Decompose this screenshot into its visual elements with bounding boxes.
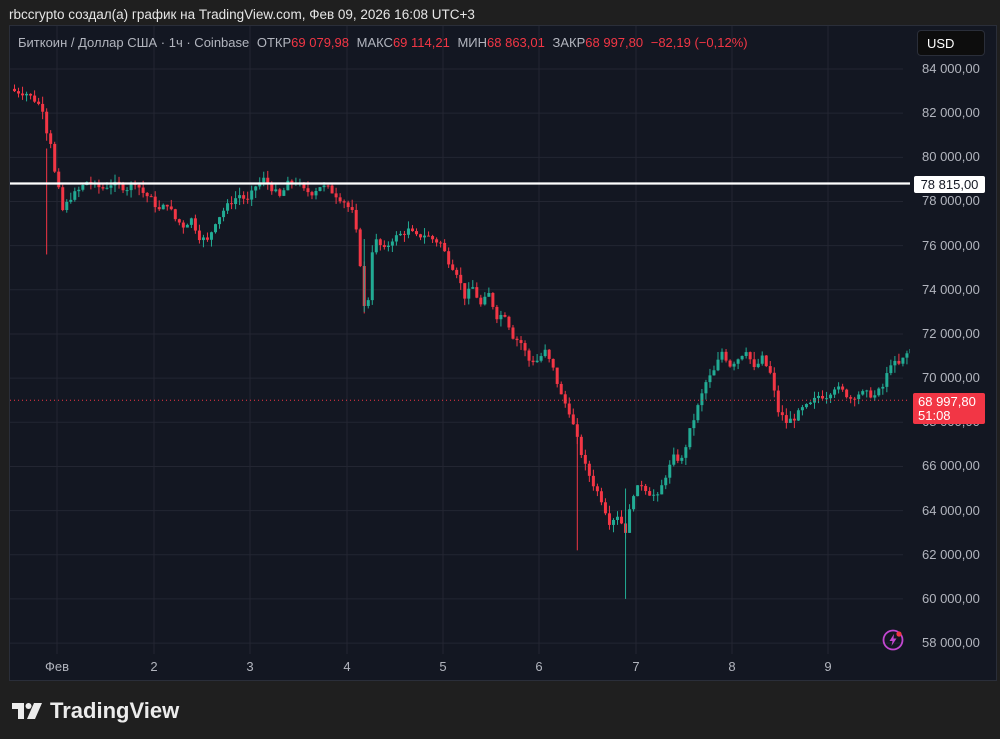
time-tick-label: Фев [44,659,70,674]
low-label: МИН [457,35,488,50]
price-tick-label: 60 000,00 [922,590,980,606]
price-tick-label: 72 000,00 [922,325,980,341]
close-value: 68 997,80 [585,35,644,50]
symbol-legend: Биткоин / Доллар США · 1ч · Coinbase ОТК… [18,35,748,50]
candlestick-chart[interactable] [10,26,910,654]
price-tick-label: 62 000,00 [922,546,980,562]
time-tick-label: 4 [343,659,351,674]
last-price-tag: 68 997,80 51:08 [913,393,985,424]
price-tick-label: 66 000,00 [922,458,980,474]
price-tick-label: 82 000,00 [922,105,980,121]
bar-countdown: 51:08 [918,408,951,423]
hline-price-tag: 78 815,00 [914,176,985,193]
chart-frame[interactable] [9,25,997,681]
time-tick-label: 3 [246,659,254,674]
price-tick-label: 58 000,00 [922,635,980,651]
close-label: ЗАКР [552,35,586,50]
time-tick-label: 8 [728,659,736,674]
time-tick-label: 9 [824,659,832,674]
time-tick-label: 5 [439,659,447,674]
price-tick-label: 70 000,00 [922,370,980,386]
price-tick-label: 78 000,00 [922,193,980,209]
price-tick-label: 80 000,00 [922,149,980,165]
tradingview-mark-icon [12,703,42,719]
price-tick-label: 76 000,00 [922,237,980,253]
low-value: 68 863,01 [487,35,545,50]
change-value: −82,19 (−0,12%) [650,35,748,50]
price-tick-label: 74 000,00 [922,281,980,297]
symbol-title[interactable]: Биткоин / Доллар США · 1ч · Coinbase [18,35,250,50]
chart-caption: rbccrypto создал(а) график на TradingVie… [9,7,475,22]
tradingview-logo[interactable]: TradingView [12,698,179,724]
time-tick-label: 7 [632,659,640,674]
currency-button[interactable]: USD [917,30,985,56]
price-tick-label: 84 000,00 [922,61,980,76]
open-label: ОТКР [256,35,292,50]
time-tick-label: 2 [150,659,158,674]
high-label: МАКС [356,35,393,50]
price-tick-label: 64 000,00 [922,502,980,518]
brand-name: TradingView [50,698,180,723]
high-value: 69 114,21 [392,35,450,50]
time-tick-label: 6 [535,659,543,674]
last-price-value: 68 997,80 [918,394,976,409]
lightning-alert-icon[interactable] [882,629,904,656]
open-value: 69 079,98 [291,35,349,50]
